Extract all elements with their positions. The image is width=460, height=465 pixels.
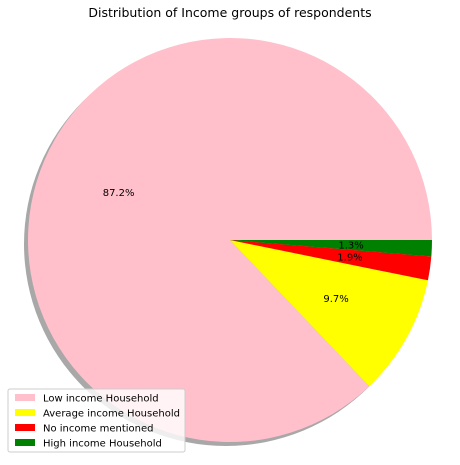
legend-entry: High income Household: [15, 439, 162, 450]
pie-label-no-income-mentioned: 1.9%: [337, 253, 362, 264]
legend-entry: Low income Household: [15, 394, 159, 405]
legend-label: Average income Household: [43, 409, 180, 420]
legend-swatch: [15, 439, 35, 446]
legend-entry: No income mentioned: [15, 424, 153, 435]
legend-swatch: [15, 409, 35, 416]
legend-swatch: [15, 394, 35, 401]
legend: Low income Household Average income House…: [7, 388, 186, 453]
legend-frame: [7, 388, 186, 453]
legend-swatch: [15, 424, 35, 431]
legend-label: Low income Household: [43, 394, 159, 405]
pie-label-average-income-household: 9.7%: [323, 294, 348, 305]
legend-entries: Low income Household Average income House…: [15, 394, 180, 450]
legend-label: High income Household: [43, 439, 162, 450]
legend-label: No income mentioned: [43, 424, 153, 435]
pie-label-high-income-household: 1.3%: [338, 240, 363, 251]
pie-labels: 87.2% 9.7% 1.9% 1.3%: [103, 188, 364, 305]
legend-entry: Average income Household: [15, 409, 180, 420]
pie-slice-no-income-mentioned: [230, 240, 432, 281]
chart-title: Distribution of Income groups of respond…: [88, 5, 371, 20]
pie-label-low-income-household: 87.2%: [103, 188, 135, 199]
pie-slice-average-income-household: [230, 240, 428, 387]
pie-slices: [28, 38, 432, 443]
pie-slice-low-income-household: [28, 38, 432, 443]
pie-slice-high-income-household: [230, 240, 432, 257]
